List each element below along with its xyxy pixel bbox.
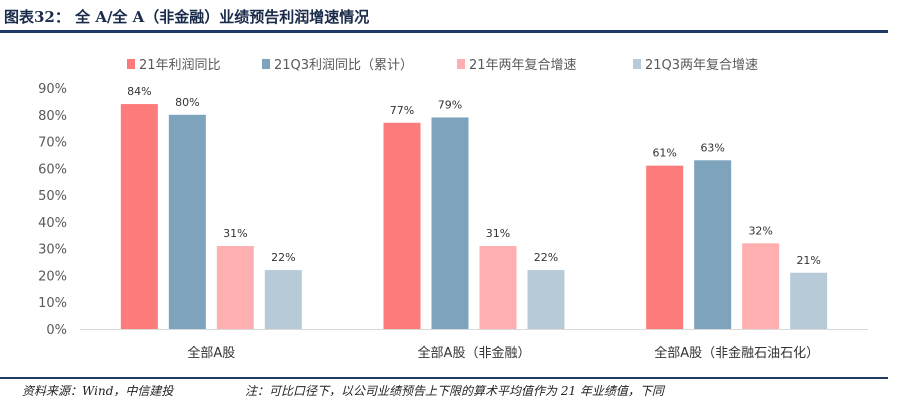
legend-swatch [457, 59, 465, 69]
source-note: 资料来源：Wind，中信建投 [22, 384, 174, 398]
bar [646, 165, 684, 329]
data-label: 32% [748, 224, 772, 237]
data-label: 21% [796, 254, 820, 267]
y-tick-label: 40% [38, 216, 67, 231]
data-label: 22% [534, 251, 558, 264]
bar [479, 245, 517, 329]
title-rule [0, 30, 888, 33]
legend-swatch [127, 59, 135, 69]
bar [383, 122, 421, 329]
legend-swatch [262, 59, 270, 69]
data-label: 61% [652, 147, 676, 160]
y-tick-label: 30% [38, 243, 67, 258]
bar [694, 160, 732, 329]
x-category-label: 全部A股 [187, 345, 235, 361]
bar [168, 114, 206, 330]
bars: 84% 80% 31% 22% 77% 79% 31% 22% 61% 63% 32% 21% [120, 85, 828, 330]
y-axis: 0% 10% 20% 30% 40% 50% 60% 70% 80% 90% [38, 82, 67, 338]
bar [527, 270, 565, 329]
bar [431, 117, 469, 329]
data-label: 63% [700, 141, 724, 154]
legend-label: 21年两年复合增速 [469, 58, 577, 73]
y-tick-label: 50% [38, 189, 67, 204]
data-label: 77% [390, 104, 414, 117]
bar [216, 245, 254, 329]
bar [790, 272, 828, 329]
legend-label: 21Q3两年复合增速 [645, 58, 758, 73]
data-label: 79% [438, 98, 462, 111]
footnote: 注：可比口径下，以公司业绩预告上下限的算术平均值作为 21 年业绩值，下同 [245, 384, 664, 398]
y-tick-label: 60% [38, 162, 67, 177]
data-label: 31% [486, 227, 510, 240]
data-label: 80% [175, 96, 199, 109]
y-tick-label: 20% [38, 269, 67, 284]
bar [264, 270, 302, 329]
x-category-label: 全部A股（非金融石油石化） [654, 345, 819, 361]
bar [120, 104, 158, 329]
bar [742, 243, 780, 329]
x-axis: 全部A股 全部A股（非金融） 全部A股（非金融石油石化） [80, 329, 868, 361]
legend-swatch [633, 59, 641, 69]
y-tick-label: 80% [38, 109, 67, 124]
data-label: 84% [127, 85, 151, 98]
legend: 21年利润同比 21Q3利润同比（累计） 21年两年复合增速 21Q3两年复合增速 [127, 58, 758, 73]
x-category-label: 全部A股（非金融） [418, 345, 531, 361]
y-tick-label: 10% [38, 296, 67, 311]
data-label: 22% [271, 251, 295, 264]
y-tick-label: 0% [46, 323, 67, 338]
footer-rule [0, 377, 888, 379]
y-tick-label: 70% [38, 136, 67, 151]
legend-label: 21年利润同比 [139, 58, 221, 73]
page-title: 图表32： 全 A/全 A（非金融）业绩预告利润增速情况 [4, 8, 370, 26]
legend-label: 21Q3利润同比（累计） [274, 58, 413, 73]
data-label: 31% [223, 227, 247, 240]
y-tick-label: 90% [38, 82, 67, 97]
